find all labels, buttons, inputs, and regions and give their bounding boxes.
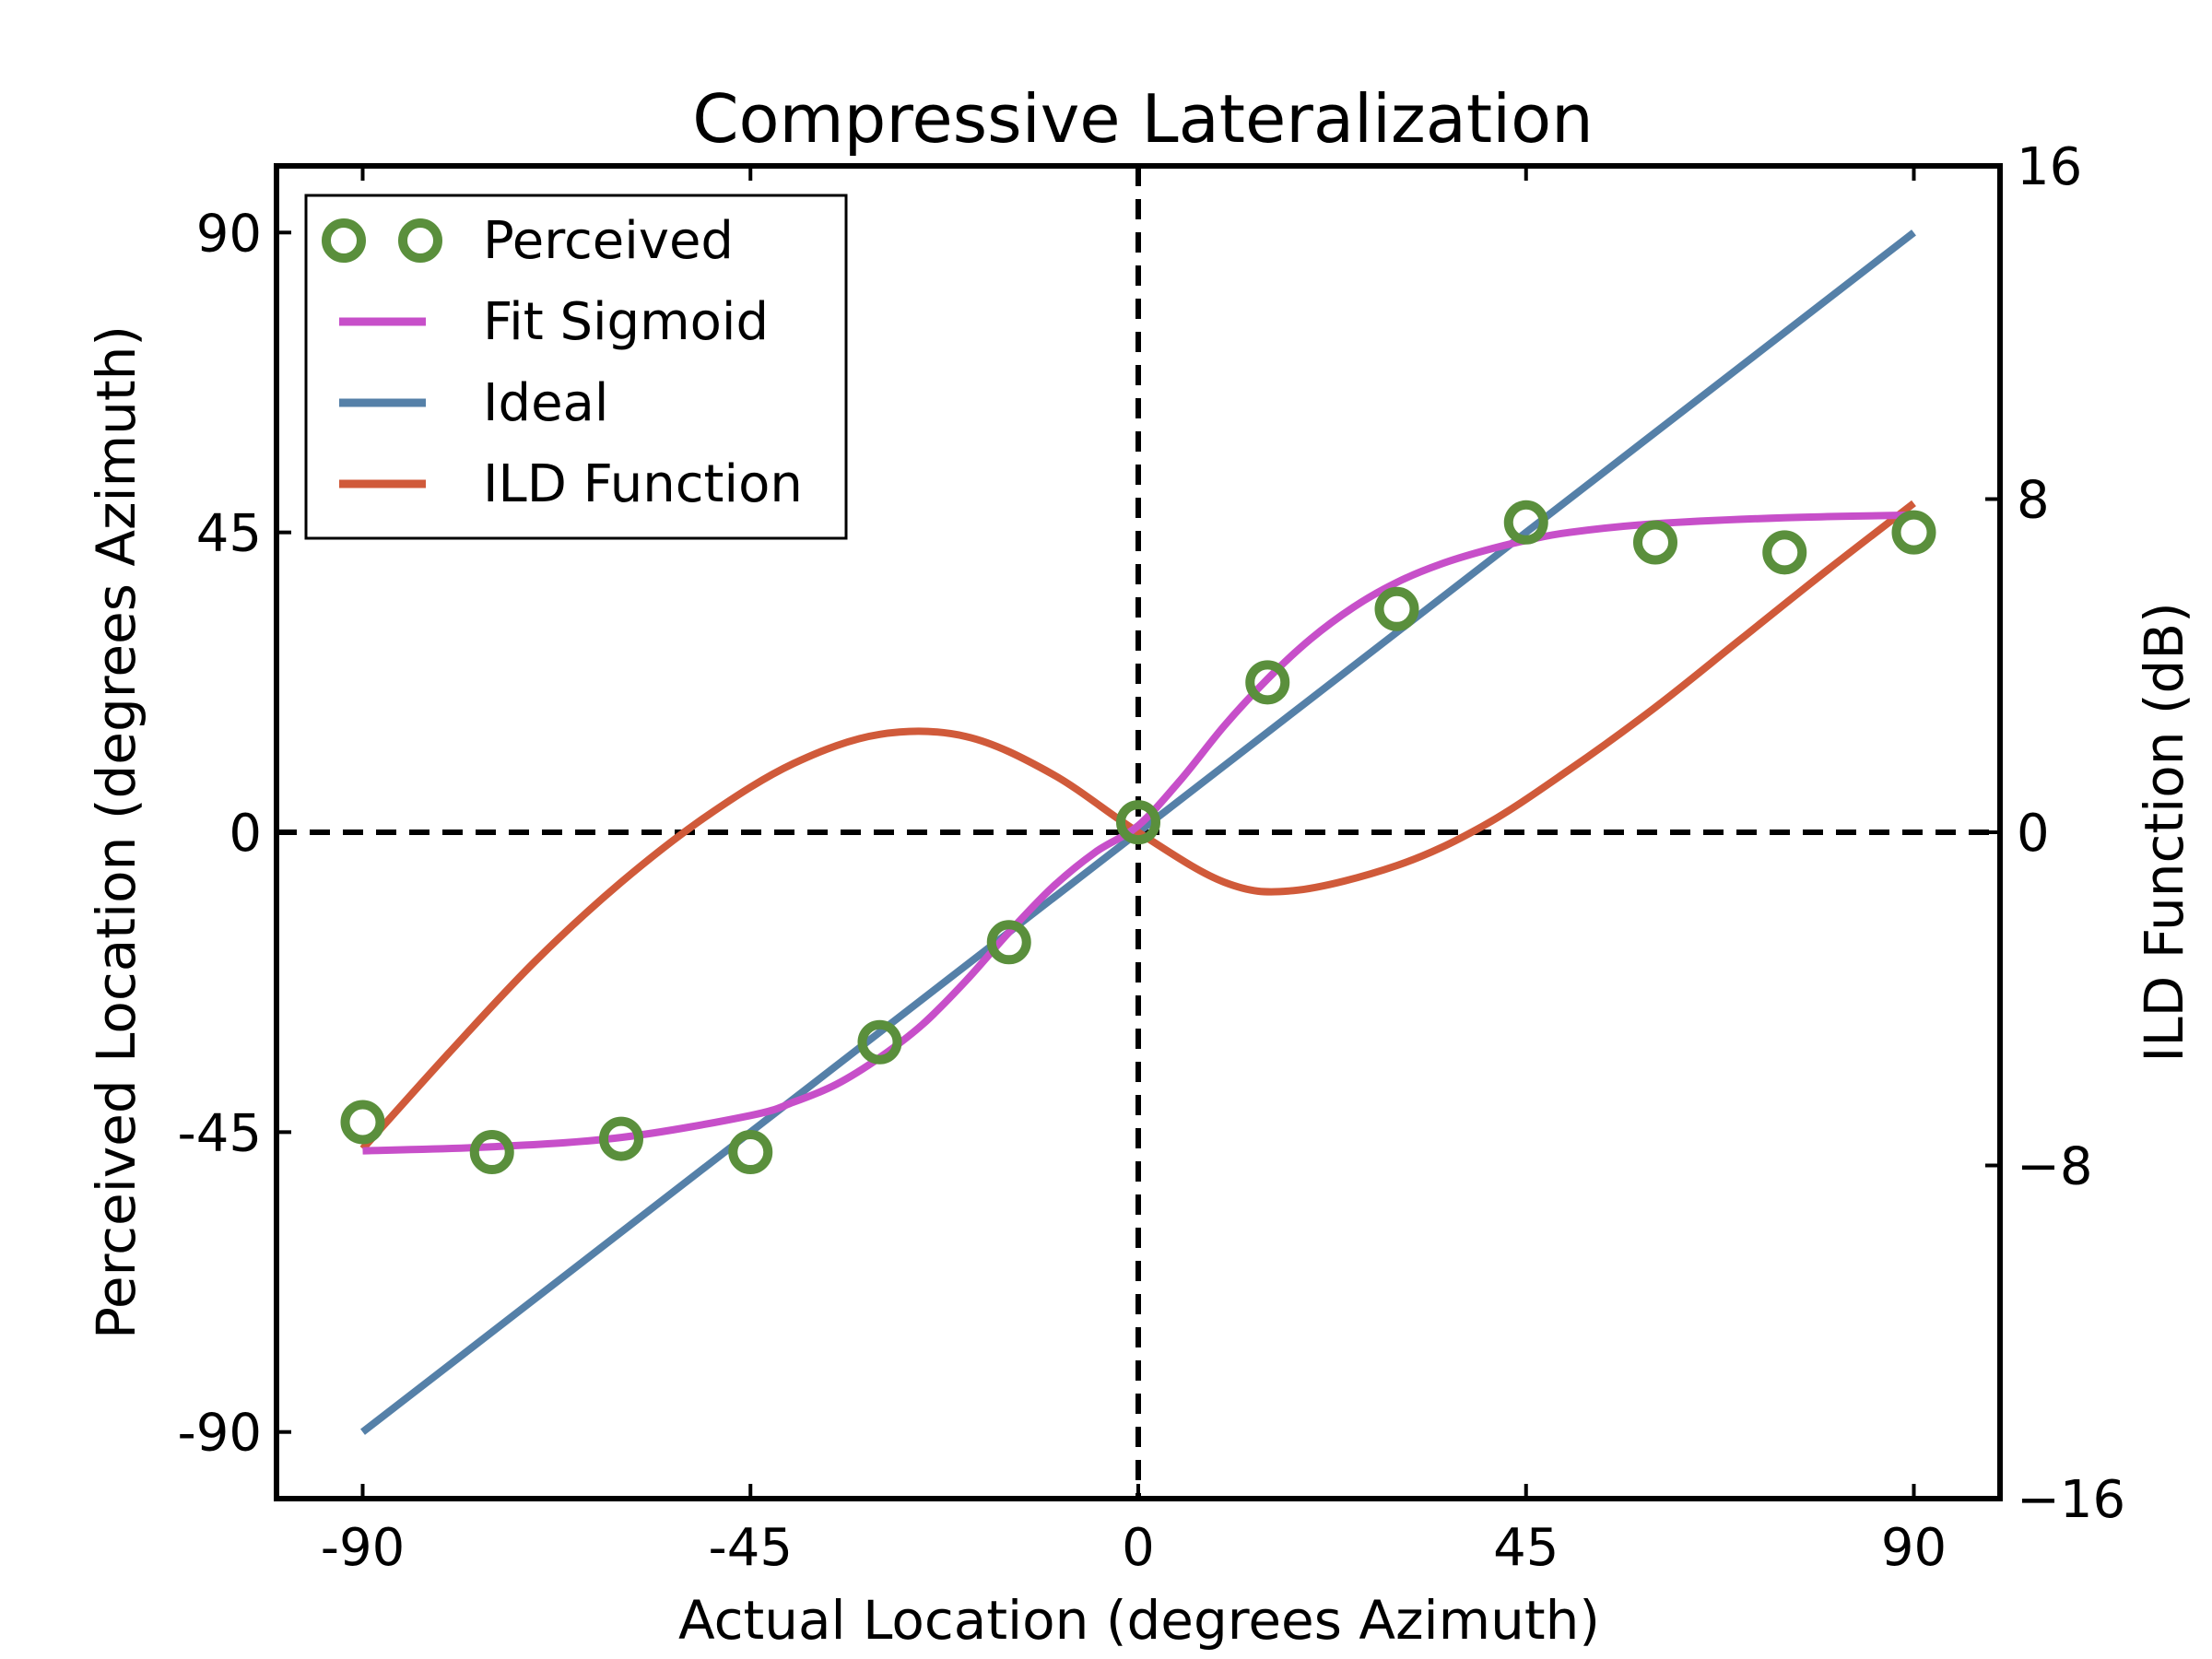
series-layer bbox=[340, 229, 1936, 1435]
y-tick-label: 0 bbox=[229, 804, 262, 864]
data-point-perceived bbox=[599, 1116, 643, 1161]
y-tick-label: 90 bbox=[196, 204, 262, 264]
y-tick-label: 45 bbox=[196, 504, 262, 564]
legend: Perceived Fit Sigmoid Ideal ILD Function bbox=[304, 194, 848, 540]
y2-tick-label: 0 bbox=[2017, 804, 2050, 864]
data-point-perceived bbox=[728, 1130, 773, 1175]
axes: -90 -45 0 45 90 -90 -45 0 45 90 −16 −8 0 8 16 bbox=[178, 137, 2126, 1578]
y2-axis-label: ILD Function (dB) bbox=[2133, 602, 2195, 1063]
x-tick-label: 0 bbox=[1122, 1518, 1155, 1578]
plot-frame bbox=[274, 163, 2003, 1501]
data-point-perceived bbox=[1116, 800, 1160, 845]
legend-label-fit-sigmoid: Fit Sigmoid bbox=[483, 292, 769, 352]
chart-title: Compressive Lateralization bbox=[692, 80, 1594, 158]
legend-marker-perceived bbox=[322, 218, 366, 263]
legend-label-perceived: Perceived bbox=[483, 211, 734, 271]
data-point-perceived bbox=[1762, 530, 1807, 575]
y-tick-label: -90 bbox=[178, 1404, 262, 1464]
x-tick-label: -90 bbox=[321, 1518, 405, 1578]
data-point-perceived bbox=[857, 1019, 902, 1065]
data-point-perceived bbox=[469, 1130, 514, 1175]
x-tick-label: 90 bbox=[1881, 1518, 1947, 1578]
data-point-perceived bbox=[1245, 660, 1290, 705]
y2-tick-label: −16 bbox=[2017, 1470, 2125, 1530]
legend-label-ideal: Ideal bbox=[483, 373, 608, 433]
data-point-perceived bbox=[1374, 586, 1419, 631]
data-point-perceived bbox=[1891, 510, 1936, 555]
x-tick-label: -45 bbox=[709, 1518, 793, 1578]
data-point-perceived bbox=[340, 1100, 385, 1145]
data-point-perceived bbox=[1633, 520, 1677, 565]
y2-tick-label: 8 bbox=[2017, 471, 2050, 531]
x-tick-label: 45 bbox=[1493, 1518, 1559, 1578]
y2-tick-label: −8 bbox=[2017, 1137, 2093, 1197]
y-tick-label: -45 bbox=[178, 1103, 262, 1163]
legend-label-ild-function: ILD Function bbox=[483, 454, 803, 514]
data-point-perceived bbox=[1503, 500, 1548, 545]
y-axis-label: Perceived Location (degrees Azimuth) bbox=[85, 325, 147, 1339]
x-axis-label: Actual Location (degrees Azimuth) bbox=[678, 1589, 1600, 1652]
y2-tick-label: 16 bbox=[2017, 137, 2082, 197]
legend-marker-perceived bbox=[398, 218, 442, 263]
data-point-perceived bbox=[986, 920, 1031, 965]
